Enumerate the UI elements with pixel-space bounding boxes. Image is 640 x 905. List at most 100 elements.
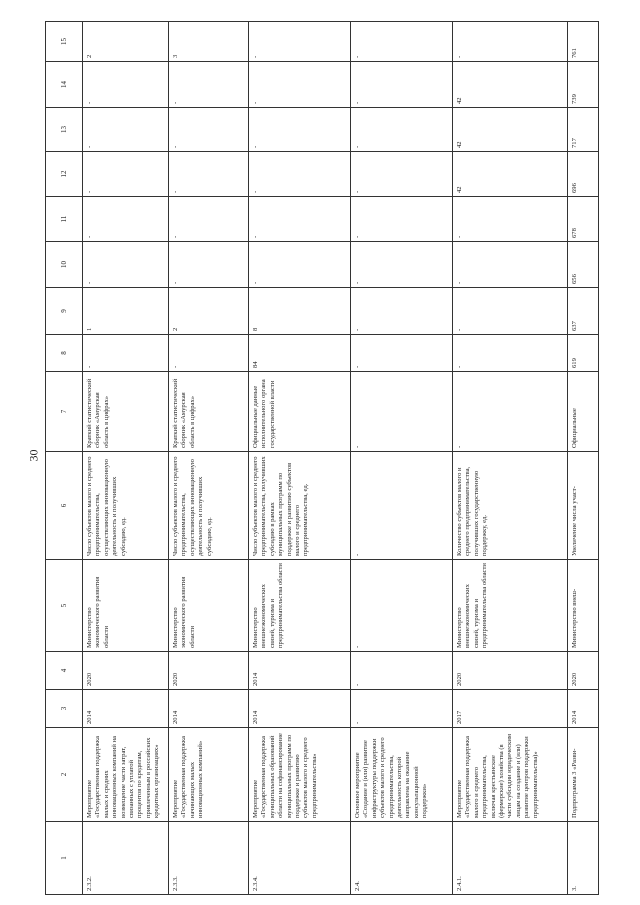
table-cell: 42 xyxy=(452,107,568,152)
table-cell: - xyxy=(350,107,453,152)
table-cell: - xyxy=(452,21,568,62)
table-cell: 2 xyxy=(168,287,249,335)
table-cell: - xyxy=(452,371,568,452)
table-cell: - xyxy=(168,107,249,152)
table-row: 2.4.1. Мероприятие «Государственная подде… xyxy=(452,21,568,895)
table-cell: - xyxy=(248,107,351,152)
table-cell: Число субъектов малого и среднего предпр… xyxy=(248,451,351,560)
table-row: 3. Подпрограмма 3 «Разви- 2014 2020 Министер… xyxy=(567,21,599,895)
table-cell: 2020 xyxy=(452,651,568,690)
table-cell: 8 xyxy=(248,287,351,335)
table-cell: - xyxy=(82,151,169,197)
table-cell: - xyxy=(350,451,453,560)
table-cell: - xyxy=(82,334,169,372)
table-cell: 1 xyxy=(82,287,169,335)
column-number: 6 xyxy=(45,451,83,560)
column-number: 4 xyxy=(45,651,83,690)
table-cell: 2014 xyxy=(248,651,351,690)
table-cell: - xyxy=(248,61,351,108)
table-cell: 42 xyxy=(452,61,568,108)
table-cell: 619 xyxy=(567,334,599,372)
table-cell: - xyxy=(350,241,453,288)
table-cell: - xyxy=(350,559,453,652)
table-cell: - xyxy=(82,241,169,288)
indicators-table: 1 2 3 4 5 6 7 8 9 10 11 12 13 14 15 2.3.2. Мероприятие … xyxy=(45,21,599,895)
column-number: 14 xyxy=(45,61,83,108)
column-number: 8 xyxy=(45,334,83,372)
table-cell: 2014 xyxy=(567,689,599,728)
column-number: 7 xyxy=(45,371,83,452)
header-row: 1 2 3 4 5 6 7 8 9 10 11 12 13 14 15 xyxy=(45,21,83,895)
table-cell: Основное мероприятие «Создание и (или) р… xyxy=(350,727,453,822)
table-cell: - xyxy=(350,287,453,335)
table-cell: 2.4. xyxy=(350,821,453,895)
table-cell: 3. xyxy=(567,821,599,895)
table-cell: 2017 xyxy=(452,689,568,728)
column-number: 5 xyxy=(45,559,83,652)
table-cell: Министерство внешнеэкономических связей,… xyxy=(452,559,568,652)
table-cell: 2020 xyxy=(168,651,249,690)
table-cell: - xyxy=(168,151,249,197)
table-cell: Число субъектов малого и среднего предпр… xyxy=(168,451,249,560)
column-number: 15 xyxy=(45,21,83,62)
column-number: 3 xyxy=(45,689,83,728)
table-cell: - xyxy=(168,196,249,242)
table-cell: Подпрограмма 3 «Разви- xyxy=(567,727,599,822)
table-cell: 2 xyxy=(82,21,169,62)
table-cell: - xyxy=(350,651,453,690)
table-cell: 2.3.4. xyxy=(248,821,351,895)
document-table-rotated: 1 2 3 4 5 6 7 8 9 10 11 12 13 14 15 2.3.2. Мероприятие … xyxy=(45,21,599,895)
table-cell: 42 xyxy=(452,151,568,197)
page-number: 30 xyxy=(26,449,41,462)
table-cell: Мероприятие «Государственная поддержка м… xyxy=(452,727,568,822)
table-cell: - xyxy=(350,151,453,197)
table-cell: Официальные xyxy=(567,371,599,452)
table-cell: Краткий статистический сборник «Амурская… xyxy=(82,371,169,452)
table-row: 2.3.3. Мероприятие «Государственная подде… xyxy=(168,21,249,895)
table-cell: 2.4.1. xyxy=(452,821,568,895)
table-cell: Краткий статистический сборник «Амурская… xyxy=(168,371,249,452)
table-cell: 739 xyxy=(567,61,599,108)
table-cell: - xyxy=(248,196,351,242)
table-cell: - xyxy=(452,241,568,288)
table-cell: Мероприятие «Государственная поддержка н… xyxy=(168,727,249,822)
table-cell: Увеличение числа участ- xyxy=(567,451,599,560)
table-cell: 637 xyxy=(567,287,599,335)
column-number: 9 xyxy=(45,287,83,335)
column-number: 2 xyxy=(45,727,83,822)
table-cell: - xyxy=(350,196,453,242)
table-cell: - xyxy=(350,334,453,372)
table-cell: 717 xyxy=(567,107,599,152)
table-cell: Министерство экономического развития обл… xyxy=(82,559,169,652)
table-cell: 2014 xyxy=(248,689,351,728)
table-cell: Количество субъектов малого и среднего п… xyxy=(452,451,568,560)
table-cell: 696 xyxy=(567,151,599,197)
table-cell: - xyxy=(350,61,453,108)
table-cell: - xyxy=(248,21,351,62)
column-number: 13 xyxy=(45,107,83,152)
table-cell: 84 xyxy=(248,334,351,372)
table-cell: Министерство экономического развития обл… xyxy=(168,559,249,652)
table-cell: - xyxy=(168,334,249,372)
table-cell: Министерство внеш- xyxy=(567,559,599,652)
table-cell: - xyxy=(452,334,568,372)
table-cell: Министерство внешнеэкономических связей,… xyxy=(248,559,351,652)
table-cell: 656 xyxy=(567,241,599,288)
table-cell: - xyxy=(168,61,249,108)
table-cell: 2014 xyxy=(82,689,169,728)
column-number: 11 xyxy=(45,196,83,242)
table-cell: Мероприятие «Государственная поддержка м… xyxy=(82,727,169,822)
table-cell: 2014 xyxy=(168,689,249,728)
column-number: 1 xyxy=(45,821,83,895)
table-cell: - xyxy=(82,107,169,152)
table-cell: - xyxy=(248,241,351,288)
table-cell: 678 xyxy=(567,196,599,242)
table-cell: Мероприятие «Государственная поддержка м… xyxy=(248,727,351,822)
table-cell: - xyxy=(452,196,568,242)
table-cell: Официальные данные исполнительного орган… xyxy=(248,371,351,452)
table-cell: Число субъектов малого и среднего предпр… xyxy=(82,451,169,560)
table-cell: 2.3.2. xyxy=(82,821,169,895)
table-cell: - xyxy=(82,196,169,242)
table-cell: - xyxy=(452,287,568,335)
table-cell: 761 xyxy=(567,21,599,62)
